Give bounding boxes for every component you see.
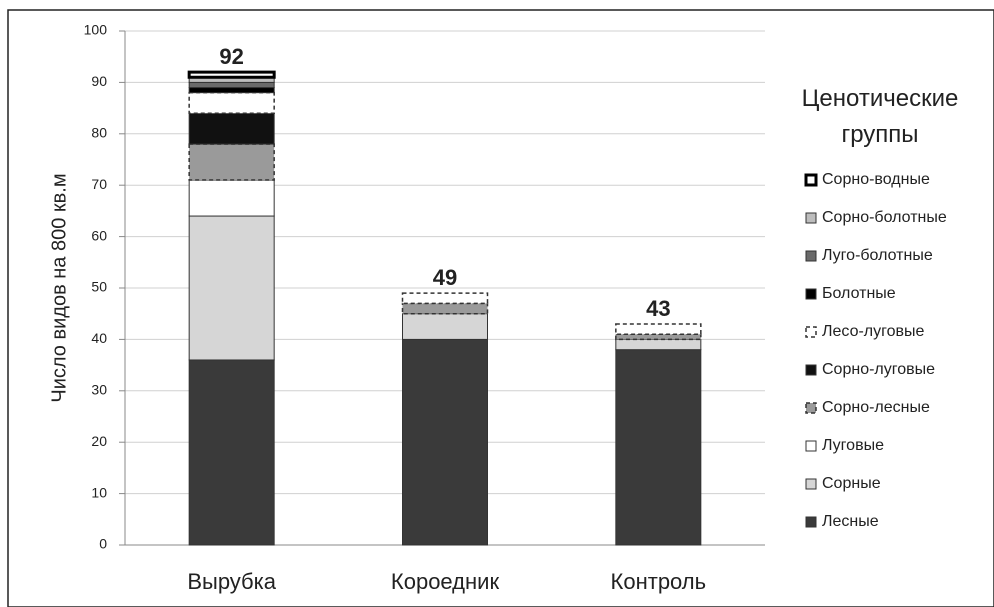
bar-segment xyxy=(188,81,275,89)
bar-segment xyxy=(188,215,275,361)
y-tick-label: 40 xyxy=(91,330,107,346)
y-tick-label: 30 xyxy=(91,382,107,398)
legend-swatch xyxy=(805,516,817,528)
legend-label: Болотные xyxy=(822,285,896,302)
legend-swatch xyxy=(805,364,817,376)
y-tick-label: 0 xyxy=(99,536,107,552)
y-tick-label: 60 xyxy=(91,227,107,243)
y-tick-label: 80 xyxy=(91,125,107,141)
y-tick-label: 20 xyxy=(91,433,107,449)
total-label: 92 xyxy=(219,44,243,69)
legend-swatch xyxy=(805,288,817,300)
bar-segment xyxy=(401,302,489,315)
y-tick-label: 100 xyxy=(84,22,108,38)
legend-label: Сорно-лесные xyxy=(822,399,930,416)
bar-segment xyxy=(402,338,488,546)
legend-swatch xyxy=(805,440,817,452)
bar-segment xyxy=(615,323,702,336)
legend-label: Сорно-луговые xyxy=(822,361,935,378)
y-tick-label: 50 xyxy=(91,279,107,295)
legend-label: Луго-болотные xyxy=(822,247,933,264)
bar-segment xyxy=(187,70,276,79)
bar-segment xyxy=(188,91,275,114)
bar-segment xyxy=(401,292,489,305)
legend-label: Лесо-луговые xyxy=(822,323,925,340)
y-tick-label: 90 xyxy=(91,73,107,89)
legend-swatch xyxy=(805,402,817,414)
y-tick-label: 70 xyxy=(91,176,107,192)
bar-segment xyxy=(188,143,275,181)
legend-title: Ценотические группы xyxy=(802,85,959,148)
frame xyxy=(7,9,994,607)
y-tick-label: 10 xyxy=(91,484,107,500)
bar-segment xyxy=(188,87,275,94)
legend-swatch xyxy=(805,478,817,490)
total-label: 43 xyxy=(646,296,670,321)
bar-segment xyxy=(188,112,275,145)
bar-segment xyxy=(615,333,702,341)
bar-segment xyxy=(188,359,275,546)
legend-label: Сорно-водные xyxy=(822,171,930,188)
bar-segment xyxy=(188,179,275,217)
legend-swatch xyxy=(805,250,817,262)
bar-segment xyxy=(615,349,702,546)
legend-swatch xyxy=(805,212,817,224)
x-tick-label: Короедник xyxy=(391,569,500,594)
y-axis-label: Число видов на 800 кв.м xyxy=(48,173,70,402)
legend-label: Сорно-болотные xyxy=(822,209,947,226)
legend-label: Луговые xyxy=(822,437,884,454)
x-tick-label: Контроль xyxy=(611,569,707,594)
legend-label: Лесные xyxy=(822,513,879,530)
x-tick-label: Вырубка xyxy=(187,569,276,594)
bar-segment xyxy=(615,338,702,351)
total-label: 49 xyxy=(433,265,457,290)
legend-swatch xyxy=(804,173,818,187)
legend-swatch xyxy=(805,326,817,338)
legend-label: Сорные xyxy=(822,475,881,492)
bar-segment xyxy=(402,313,488,340)
